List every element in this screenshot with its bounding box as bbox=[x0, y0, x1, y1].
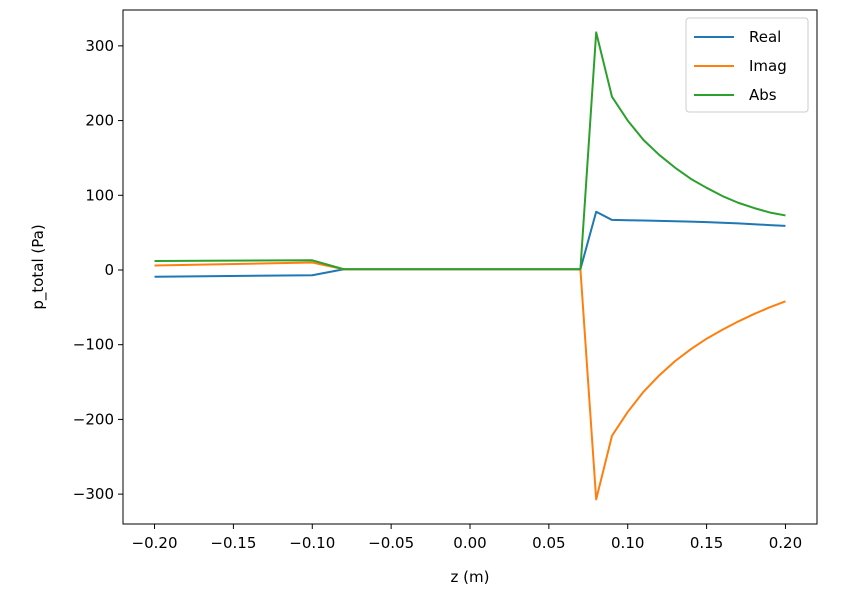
x-tick-label: −0.15 bbox=[210, 534, 256, 552]
x-axis-label: z (m) bbox=[451, 568, 490, 586]
y-tick-label: 100 bbox=[85, 186, 114, 204]
y-tick-label: −200 bbox=[73, 410, 114, 428]
x-tick-label: 0.10 bbox=[611, 534, 644, 552]
y-axis-label: p_total (Pa) bbox=[29, 224, 48, 309]
legend-item-imag: Imag bbox=[694, 57, 787, 75]
x-tick-label: 0.20 bbox=[769, 534, 802, 552]
y-tick-label: 0 bbox=[104, 261, 114, 279]
x-tick-label: 0.15 bbox=[690, 534, 723, 552]
legend-label: Real bbox=[749, 28, 781, 46]
x-tick-label: −0.10 bbox=[289, 534, 335, 552]
legend-frame bbox=[685, 17, 809, 113]
legend-label: Abs bbox=[749, 86, 777, 104]
series-layer bbox=[154, 31, 786, 501]
x-tick-label: 0.05 bbox=[532, 534, 565, 552]
y-tick-label: −300 bbox=[73, 485, 114, 503]
legend-items: Real Imag Abs bbox=[694, 28, 787, 104]
legend-item-abs: Abs bbox=[694, 86, 777, 104]
x-tick-label: 0.00 bbox=[453, 534, 486, 552]
y-tick-label: −100 bbox=[73, 336, 114, 354]
x-axis: −0.20 −0.15 −0.10 −0.05 0.00 0.05 0.10 0.15 0.20 bbox=[132, 524, 802, 552]
y-tick-label: 300 bbox=[85, 37, 114, 55]
x-tick-label: −0.20 bbox=[132, 534, 178, 552]
legend: Real Imag Abs bbox=[685, 17, 809, 113]
series-line-abs bbox=[154, 31, 786, 271]
x-tick-label: −0.05 bbox=[368, 534, 414, 552]
y-axis: 300 200 100 0 −100 −200 −300 bbox=[73, 37, 123, 503]
legend-label: Imag bbox=[749, 57, 787, 75]
legend-item-real: Real bbox=[694, 28, 781, 46]
y-tick-label: 200 bbox=[85, 112, 114, 130]
